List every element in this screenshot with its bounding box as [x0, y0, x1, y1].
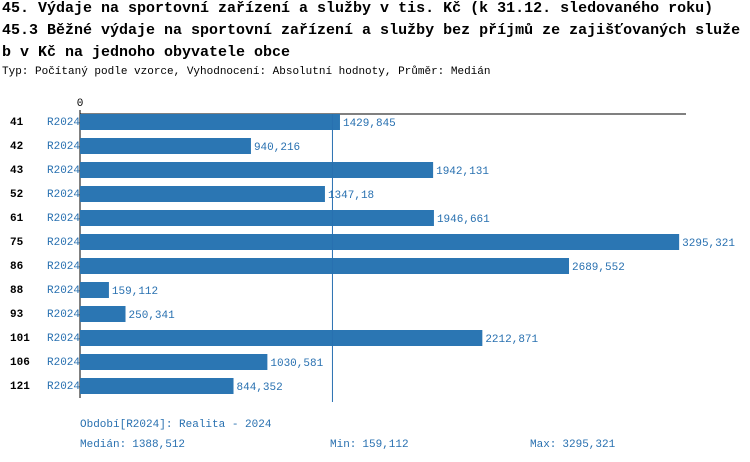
stat: Medián: 1388,512 — [80, 439, 185, 451]
value-label: 1429,845 — [343, 118, 396, 130]
stat-label: Max: — [530, 439, 556, 451]
bar — [80, 282, 109, 298]
series-label: R2024 — [47, 381, 80, 393]
value-label: 844,352 — [237, 382, 283, 394]
bar — [80, 186, 325, 202]
value-label: 1030,581 — [270, 358, 323, 370]
category-label: 52 — [10, 189, 23, 201]
series-label: R2024 — [47, 261, 80, 273]
value-label: 2689,552 — [572, 262, 625, 274]
category-label: 106 — [10, 357, 30, 369]
bar — [80, 330, 483, 346]
category-label: 93 — [10, 309, 24, 321]
series-label: R2024 — [47, 213, 80, 225]
chart-title: 45. Výdaje na sportovní zařízení a služb… — [2, 0, 714, 17]
x-tick-label: 0 — [77, 98, 84, 110]
category-label: 61 — [10, 213, 24, 225]
bar — [80, 258, 570, 274]
series-label: R2024 — [47, 117, 80, 129]
bar — [80, 138, 251, 154]
value-label: 1942,131 — [436, 166, 489, 178]
bar — [80, 378, 234, 394]
stat-label: Min: — [330, 439, 356, 451]
value-label: 2212,871 — [485, 334, 538, 346]
stat-value: 3295,321 — [562, 439, 615, 451]
category-label: 75 — [10, 237, 24, 249]
stat-label: Medián: — [80, 439, 126, 451]
category-label: 43 — [10, 165, 24, 177]
series-label: R2024 — [47, 189, 80, 201]
value-label: 1347,18 — [328, 190, 374, 202]
bar — [80, 162, 434, 178]
series-label: R2024 — [47, 165, 80, 177]
stat: Max: 3295,321 — [530, 439, 616, 451]
bar — [80, 306, 126, 322]
chart-subtitle: 45.3 Běžné výdaje na sportovní zařízení … — [2, 22, 741, 61]
category-label: 88 — [10, 285, 24, 297]
chart-info: Typ: Počítaný podle vzorce, Vyhodnocení:… — [2, 66, 491, 78]
series-label: R2024 — [47, 141, 80, 153]
value-label: 159,112 — [112, 286, 158, 298]
category-label: 101 — [10, 333, 30, 345]
series-label: R2024 — [47, 309, 80, 321]
category-label: 121 — [10, 381, 30, 393]
category-label: 42 — [10, 141, 23, 153]
stat-value: 1388,512 — [132, 439, 185, 451]
value-label: 250,341 — [129, 310, 176, 322]
bar — [80, 354, 268, 370]
period-label: Období[R2024]: Realita - 2024 — [80, 419, 272, 431]
value-label: 940,216 — [254, 142, 300, 154]
stat: Min: 159,112 — [330, 439, 409, 451]
value-label: 1946,661 — [437, 214, 490, 226]
category-label: 86 — [10, 261, 23, 273]
series-label: R2024 — [47, 285, 80, 297]
category-label: 41 — [10, 117, 24, 129]
series-label: R2024 — [47, 357, 80, 369]
series-label: R2024 — [47, 333, 80, 345]
bar — [80, 234, 680, 250]
bar — [80, 114, 340, 130]
series-label: R2024 — [47, 237, 80, 249]
value-label: 3295,321 — [682, 238, 735, 250]
stat-value: 159,112 — [362, 439, 408, 451]
bar — [80, 210, 434, 226]
